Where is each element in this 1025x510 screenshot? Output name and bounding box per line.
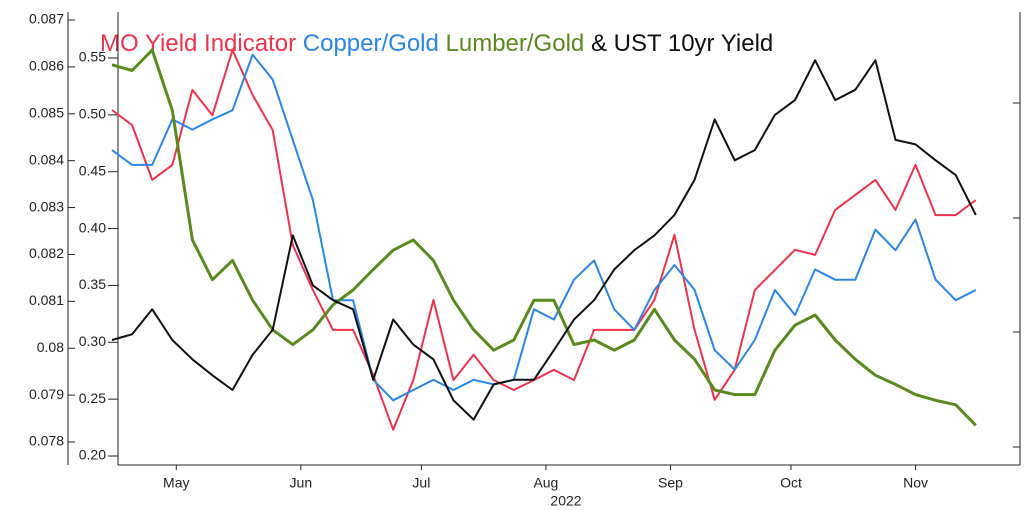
x-tick-label: May [163, 475, 189, 491]
y-tick-label: 0.08 [37, 339, 64, 355]
y-tick-label: 0.079 [29, 386, 64, 402]
y-tick-label: 0.082 [29, 245, 64, 261]
legend-entry: Copper/Gold [303, 30, 439, 57]
y-tick-label: 0.084 [29, 151, 64, 167]
series-line [111, 48, 977, 427]
x-tick-label: Oct [780, 475, 802, 491]
x-tick-label: Sep [658, 475, 683, 491]
y2-tick-label: 0.20 [79, 447, 106, 463]
y2-tick-label: 0.40 [79, 219, 106, 235]
series-line [111, 49, 977, 431]
y2-tick-label: 0.30 [79, 333, 106, 349]
y2-tick-label: 0.35 [79, 276, 106, 292]
legend-separator: & [591, 30, 607, 57]
x-tick-label: Jun [290, 475, 313, 491]
series-line [111, 53, 977, 402]
y-tick-label: 0.083 [29, 198, 64, 214]
legend-entry: MO Yield Indicator [100, 30, 296, 57]
series-line [111, 59, 977, 421]
legend-entry: Lumber/Gold [446, 30, 585, 57]
y-tick-label: 0.081 [29, 292, 64, 308]
y2-tick-label: 0.25 [79, 390, 106, 406]
y2-tick-label: 0.55 [79, 49, 106, 65]
x-tick-label: Nov [903, 475, 928, 491]
y-tick-label: 0.078 [29, 433, 64, 449]
x-axis-label: 2022 [550, 493, 581, 509]
y2-tick-label: 0.45 [79, 162, 106, 178]
y-tick-label: 0.085 [29, 104, 64, 120]
chart-title: MO Yield Indicator Copper/Gold Lumber/Go… [100, 30, 773, 57]
y-tick-label: 0.086 [29, 58, 64, 74]
x-tick-label: Jul [412, 475, 430, 491]
y-tick-label: 0.087 [29, 11, 64, 27]
y2-tick-label: 0.50 [79, 106, 106, 122]
legend-entry: UST 10yr Yield [614, 30, 774, 57]
x-tick-label: Aug [533, 475, 558, 491]
